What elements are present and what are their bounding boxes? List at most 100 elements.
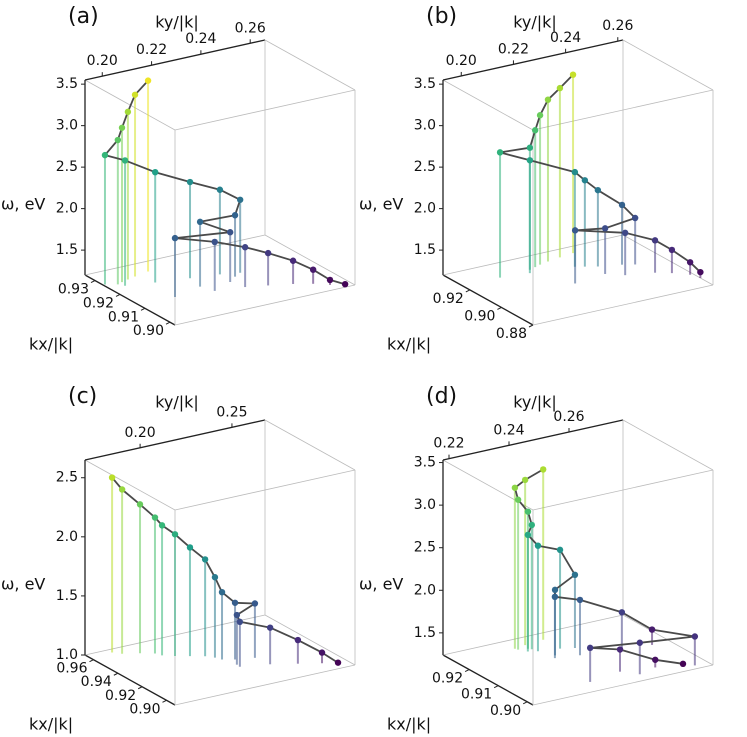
axis-line bbox=[442, 654, 534, 706]
x-tick bbox=[90, 280, 96, 284]
panel-label: (d) bbox=[426, 384, 457, 409]
point bbox=[289, 257, 297, 264]
y-tick-label: 0.20 bbox=[125, 425, 156, 441]
point bbox=[556, 84, 564, 92]
point bbox=[236, 618, 244, 626]
y-axis-label: ky/|k| bbox=[155, 13, 199, 32]
box-edge bbox=[532, 664, 714, 706]
point bbox=[511, 484, 519, 491]
z-tick-label: 3.5 bbox=[56, 76, 78, 92]
x-tick-label: 0.91 bbox=[461, 687, 492, 703]
x-tick bbox=[464, 669, 470, 672]
point bbox=[652, 656, 659, 663]
x-tick-label: 0.90 bbox=[133, 323, 164, 339]
z-tick-label: 3.5 bbox=[414, 455, 436, 471]
z-tick-label: 2.0 bbox=[414, 201, 436, 217]
point bbox=[186, 544, 194, 551]
point bbox=[196, 218, 204, 226]
axis-line bbox=[442, 39, 624, 81]
point bbox=[534, 542, 542, 549]
box-edge bbox=[174, 664, 356, 706]
x-tick-label: 0.90 bbox=[490, 703, 521, 719]
point bbox=[524, 531, 532, 539]
point bbox=[136, 501, 144, 508]
point bbox=[571, 168, 579, 176]
box-edge bbox=[622, 39, 714, 91]
point bbox=[569, 71, 577, 78]
point bbox=[231, 212, 239, 219]
point bbox=[551, 593, 559, 601]
y-tick-label: 0.26 bbox=[235, 20, 266, 36]
box-edge bbox=[442, 79, 534, 131]
point bbox=[540, 466, 547, 473]
z-tick-label: 2.5 bbox=[414, 540, 436, 556]
point bbox=[536, 112, 544, 119]
point bbox=[636, 639, 643, 646]
point bbox=[586, 644, 594, 652]
z-tick-label: 3.5 bbox=[414, 76, 436, 92]
point bbox=[521, 476, 529, 484]
point bbox=[514, 496, 522, 503]
x-axis-label: kx/|k| bbox=[387, 335, 431, 354]
y-axis-label: ky/|k| bbox=[513, 393, 557, 412]
x-tick-label: 0.92 bbox=[105, 688, 136, 704]
z-tick-label: 3.0 bbox=[414, 497, 436, 513]
z-tick-label: 1.5 bbox=[414, 242, 436, 258]
point bbox=[601, 225, 609, 232]
z-tick-label: 2.5 bbox=[414, 159, 436, 175]
axis-line bbox=[442, 419, 624, 461]
point bbox=[124, 108, 132, 116]
point bbox=[576, 596, 584, 604]
x-axis-label: kx/|k| bbox=[29, 715, 73, 734]
z-tick-label: 2.0 bbox=[56, 529, 78, 545]
point bbox=[556, 546, 564, 554]
point bbox=[526, 157, 534, 164]
y-axis-label: ky/|k| bbox=[513, 13, 557, 32]
point bbox=[251, 600, 259, 607]
axis-line bbox=[84, 274, 176, 326]
x-tick-label: 0.94 bbox=[81, 674, 112, 690]
x-tick-label: 0.90 bbox=[464, 308, 495, 324]
point bbox=[233, 611, 241, 619]
y-tick-label: 0.24 bbox=[493, 422, 524, 438]
point bbox=[118, 486, 126, 493]
point bbox=[618, 201, 626, 209]
point bbox=[226, 229, 234, 236]
point bbox=[544, 96, 552, 103]
point bbox=[528, 521, 535, 529]
x-tick bbox=[165, 321, 171, 325]
axis-line bbox=[84, 654, 176, 706]
axis-line bbox=[84, 419, 266, 461]
box-edge bbox=[264, 614, 356, 666]
point bbox=[121, 157, 129, 164]
x-tick bbox=[528, 324, 534, 328]
y-tick-label: 0.24 bbox=[550, 30, 581, 46]
box-edge bbox=[84, 459, 176, 511]
y-tick-label: 0.25 bbox=[216, 404, 247, 420]
box-edge bbox=[264, 39, 356, 91]
point bbox=[101, 151, 109, 159]
box-edge bbox=[264, 419, 356, 471]
y-tick-label: 0.22 bbox=[433, 436, 464, 452]
point bbox=[668, 246, 676, 254]
point bbox=[264, 249, 272, 257]
z-axis-label: ω, eV bbox=[1, 195, 45, 214]
point bbox=[631, 214, 639, 222]
point bbox=[211, 574, 219, 581]
x-tick-label: 0.92 bbox=[432, 671, 463, 687]
y-tick-label: 0.22 bbox=[136, 42, 167, 58]
panel-label: (a) bbox=[68, 4, 99, 29]
z-tick-label: 2.5 bbox=[56, 159, 78, 175]
y-tick-label: 0.20 bbox=[446, 53, 477, 69]
point bbox=[318, 649, 326, 656]
point bbox=[334, 659, 342, 666]
point bbox=[114, 136, 122, 144]
point bbox=[108, 474, 116, 481]
point bbox=[151, 514, 159, 521]
point bbox=[571, 571, 579, 579]
z-tick-label: 1.5 bbox=[414, 625, 436, 641]
point bbox=[241, 244, 249, 251]
point bbox=[144, 77, 152, 84]
point bbox=[616, 646, 624, 653]
